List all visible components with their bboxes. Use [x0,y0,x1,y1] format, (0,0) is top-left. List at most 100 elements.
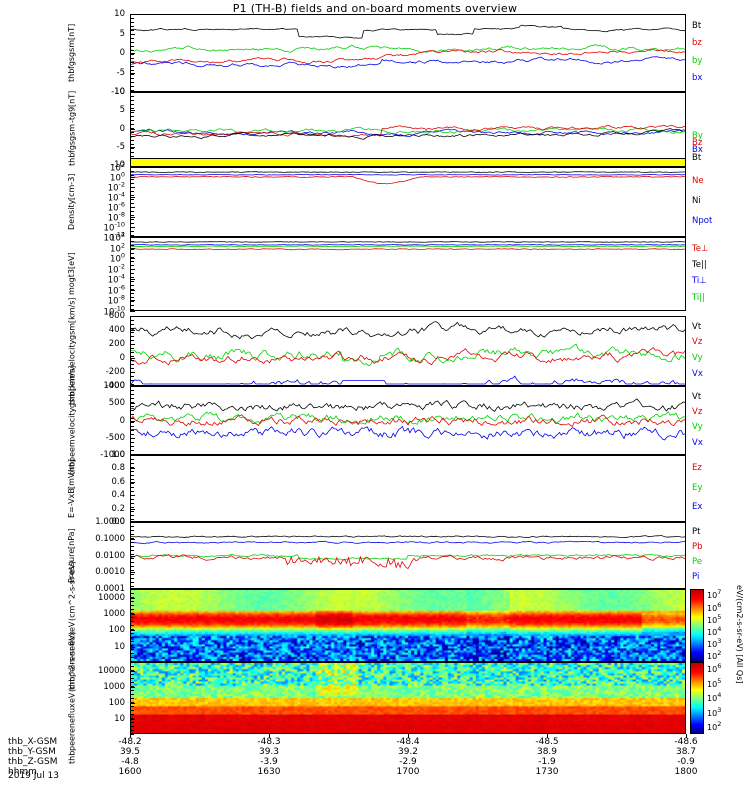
minor-tick [131,195,134,196]
minor-tick [131,211,134,212]
minor-tick [131,694,134,695]
x-tick-mark [408,734,409,738]
x-tick-mark [130,734,131,738]
x-axis-row-label-0: thb_X-GSM [8,737,58,747]
minor-tick [131,309,134,310]
y-tick-pressure-0: 1.0000 [95,517,125,527]
minor-tick [131,227,134,228]
minor-tick [131,235,134,236]
minor-tick [131,722,134,723]
minor-tick [131,530,134,531]
x-tick-0-3: -48.5 [535,737,559,747]
tick-mark [130,420,135,422]
minor-tick [131,96,134,97]
legend-fgs-gsm-tg9-By: By [692,130,703,141]
minor-tick [131,475,134,476]
y-tick-mogt3-7: 10-10 [103,304,125,318]
minor-tick [131,670,134,671]
tick-mark [130,289,135,291]
minor-tick [131,390,134,391]
minor-tick [131,414,134,415]
minor-tick [131,156,134,157]
colorbar-tick-0-4: 103 [707,637,722,649]
minor-tick [131,534,134,535]
y-tick-peem-velocity-3: -500 [105,432,125,443]
minor-tick [131,231,134,232]
minor-tick [131,479,134,480]
minor-tick [131,104,134,105]
tick-mark [130,72,135,74]
plot-panel-pressure [130,522,686,589]
y-tick-peem-velocity-4: -1000 [100,450,125,460]
minor-tick [131,649,134,650]
legend-fgs-gsm-tg9-Bx: Bx [692,145,703,156]
minor-tick [131,62,134,63]
colorbar-gradient [691,590,703,661]
x-axis-row-label-1: thb_Y-GSM [8,747,56,757]
minor-tick [131,86,134,87]
tick-mark [130,330,135,331]
minor-tick [131,682,134,683]
y-tick-peim-velocity-0: 600 [108,311,125,321]
minor-tick [131,199,134,200]
legend-pressure-Pe: Pe [692,557,703,568]
tick-mark [130,686,135,688]
minor-tick [131,124,134,125]
x-tick-3-1: 1630 [257,767,281,777]
minor-tick [131,344,134,345]
x-tick-mark [547,734,548,738]
tick-mark [130,279,135,281]
peer-colorbar [690,662,704,734]
colorbar-tick-0-3: 104 [707,625,722,637]
legend-peem-velocity-Vy: Vy [692,422,703,433]
y-tick-peim-velocity-1: 400 [108,325,125,335]
plot-panel-peem-velocity [130,386,686,455]
minor-tick [131,54,134,55]
x-tick-0-4: -48.6 [674,737,698,747]
y-tick-density-0: 102 [110,160,125,174]
minor-tick [131,132,134,133]
minor-tick [131,410,134,411]
tick-mark [130,508,135,510]
y-tick-efield-0: 1.0 [111,450,125,460]
minor-tick [131,418,134,419]
tick-mark [130,247,135,249]
minor-tick [131,66,134,67]
minor-tick [131,305,134,306]
tick-mark [130,455,135,456]
colorbar-tick-0-2: 105 [707,612,722,625]
minor-tick [131,519,134,520]
colorbar-tick-0-5: 102 [707,649,722,662]
y-tick-peem-velocity-2: 0 [119,415,125,426]
minor-tick [131,332,134,333]
legend-density-Ne: Ne [692,176,704,186]
y-tick-peer-spectrogram-2: 100 [108,697,125,708]
minor-tick [131,710,134,711]
tick-mark [130,630,135,632]
y-tick-mogt3-4: 10-4 [107,272,125,286]
minor-tick [131,574,134,575]
legend-pressure-Pt: Pt [692,527,701,538]
legend-pressure-Pb: Pb [692,542,703,553]
y-tick-efield-5: 0.0 [111,517,125,527]
legend-peim-velocity-Vt: Vt [692,321,702,332]
minor-tick [131,726,134,727]
y-tick-fgs-gsm-1: 5 [119,28,125,39]
minor-tick [131,463,134,464]
y-tick-pressure-2: 0.0100 [95,550,125,561]
y-tick-mogt3-0: 104 [110,230,125,244]
minor-tick [131,653,134,654]
minor-tick [131,629,134,630]
x-tick-2-4: -0.9 [677,757,695,767]
minor-tick [131,641,134,642]
minor-tick [131,273,134,274]
minor-tick [131,324,134,325]
minor-tick [131,336,134,337]
y-tick-mogt3-3: 10-2 [107,262,125,276]
minor-tick [131,58,134,59]
y-tick-peir-spectrogram-2: 100 [108,625,125,636]
y-tick-density-7: 10-12 [103,230,125,244]
minor-tick [131,499,134,500]
x-tick-3-0: 1600 [118,767,142,777]
minor-tick [131,637,134,638]
